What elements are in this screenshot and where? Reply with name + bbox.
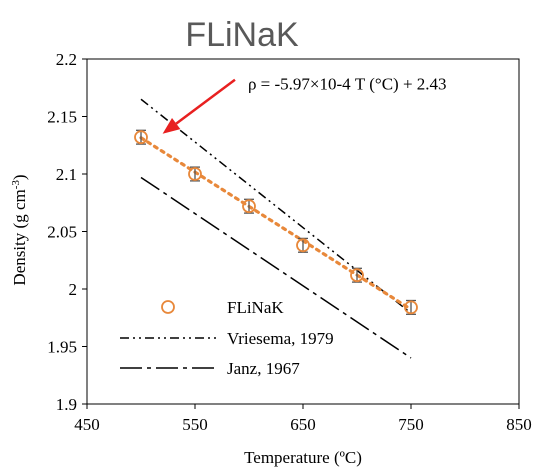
legend: FLiNaK Vriesema, 1979 Janz, 1967 (120, 298, 334, 378)
annotation-arrow-shaft (175, 78, 236, 125)
y-axis-ticks: 1.9 1.95 2 2.05 2.1 2.15 2.2 (47, 50, 87, 414)
point-marker (404, 300, 418, 315)
data-point (188, 166, 202, 182)
data-point (350, 267, 364, 283)
point-marker (242, 199, 256, 214)
point-marker (296, 238, 310, 253)
series-line-janz-1967 (140, 176, 412, 359)
legend-label: Vriesema, 1979 (227, 329, 334, 348)
fit-line-layer (139, 136, 413, 311)
annotation: ρ = -5.97×10-4 T (°C) + 2.43 (162, 75, 447, 134)
point-marker (188, 167, 202, 181)
reference-lines (140, 98, 412, 359)
legend-label: FLiNaK (227, 298, 284, 317)
y-axis-label: Density (g cm-3) (10, 174, 29, 285)
point-marker (134, 130, 148, 145)
series-line-vriesema-1979 (140, 98, 412, 314)
y-tick-label: 1.9 (56, 395, 77, 414)
y-tick-label: 2.15 (47, 108, 77, 127)
legend-item-flinak: FLiNaK (161, 298, 284, 317)
legend-item-janz-1967: Janz, 1967 (120, 359, 300, 378)
legend-label: Janz, 1967 (227, 359, 300, 378)
x-tick-label: 650 (290, 415, 316, 434)
y-tick-label: 2.05 (47, 223, 77, 242)
x-axis-ticks: 450 550 650 750 850 (74, 404, 532, 434)
y-tick-label: 2.2 (56, 50, 77, 69)
y-tick-label: 1.95 (47, 338, 77, 357)
x-tick-label: 750 (398, 415, 424, 434)
data-point (296, 237, 310, 253)
x-axis-label: Temperature (ºC) (244, 448, 362, 467)
y-tick-label: 2.1 (56, 165, 77, 184)
legend-marker (161, 300, 175, 314)
data-point (404, 299, 418, 315)
annotation-equation: ρ = -5.97×10-4 T (°C) + 2.43 (248, 75, 447, 94)
data-point (134, 129, 148, 145)
chart-title: FLiNaK (185, 16, 299, 54)
annotation-arrow-head (162, 117, 181, 134)
fit-line (139, 136, 413, 311)
point-marker (350, 268, 364, 283)
plot-area-frame (86, 58, 520, 405)
data-points (134, 129, 418, 315)
x-tick-label: 450 (74, 415, 100, 434)
legend-item-vriesema-1979: Vriesema, 1979 (120, 329, 334, 348)
data-point (242, 198, 256, 214)
x-tick-label: 850 (506, 415, 532, 434)
y-tick-label: 2 (69, 280, 78, 299)
x-tick-label: 550 (182, 415, 208, 434)
